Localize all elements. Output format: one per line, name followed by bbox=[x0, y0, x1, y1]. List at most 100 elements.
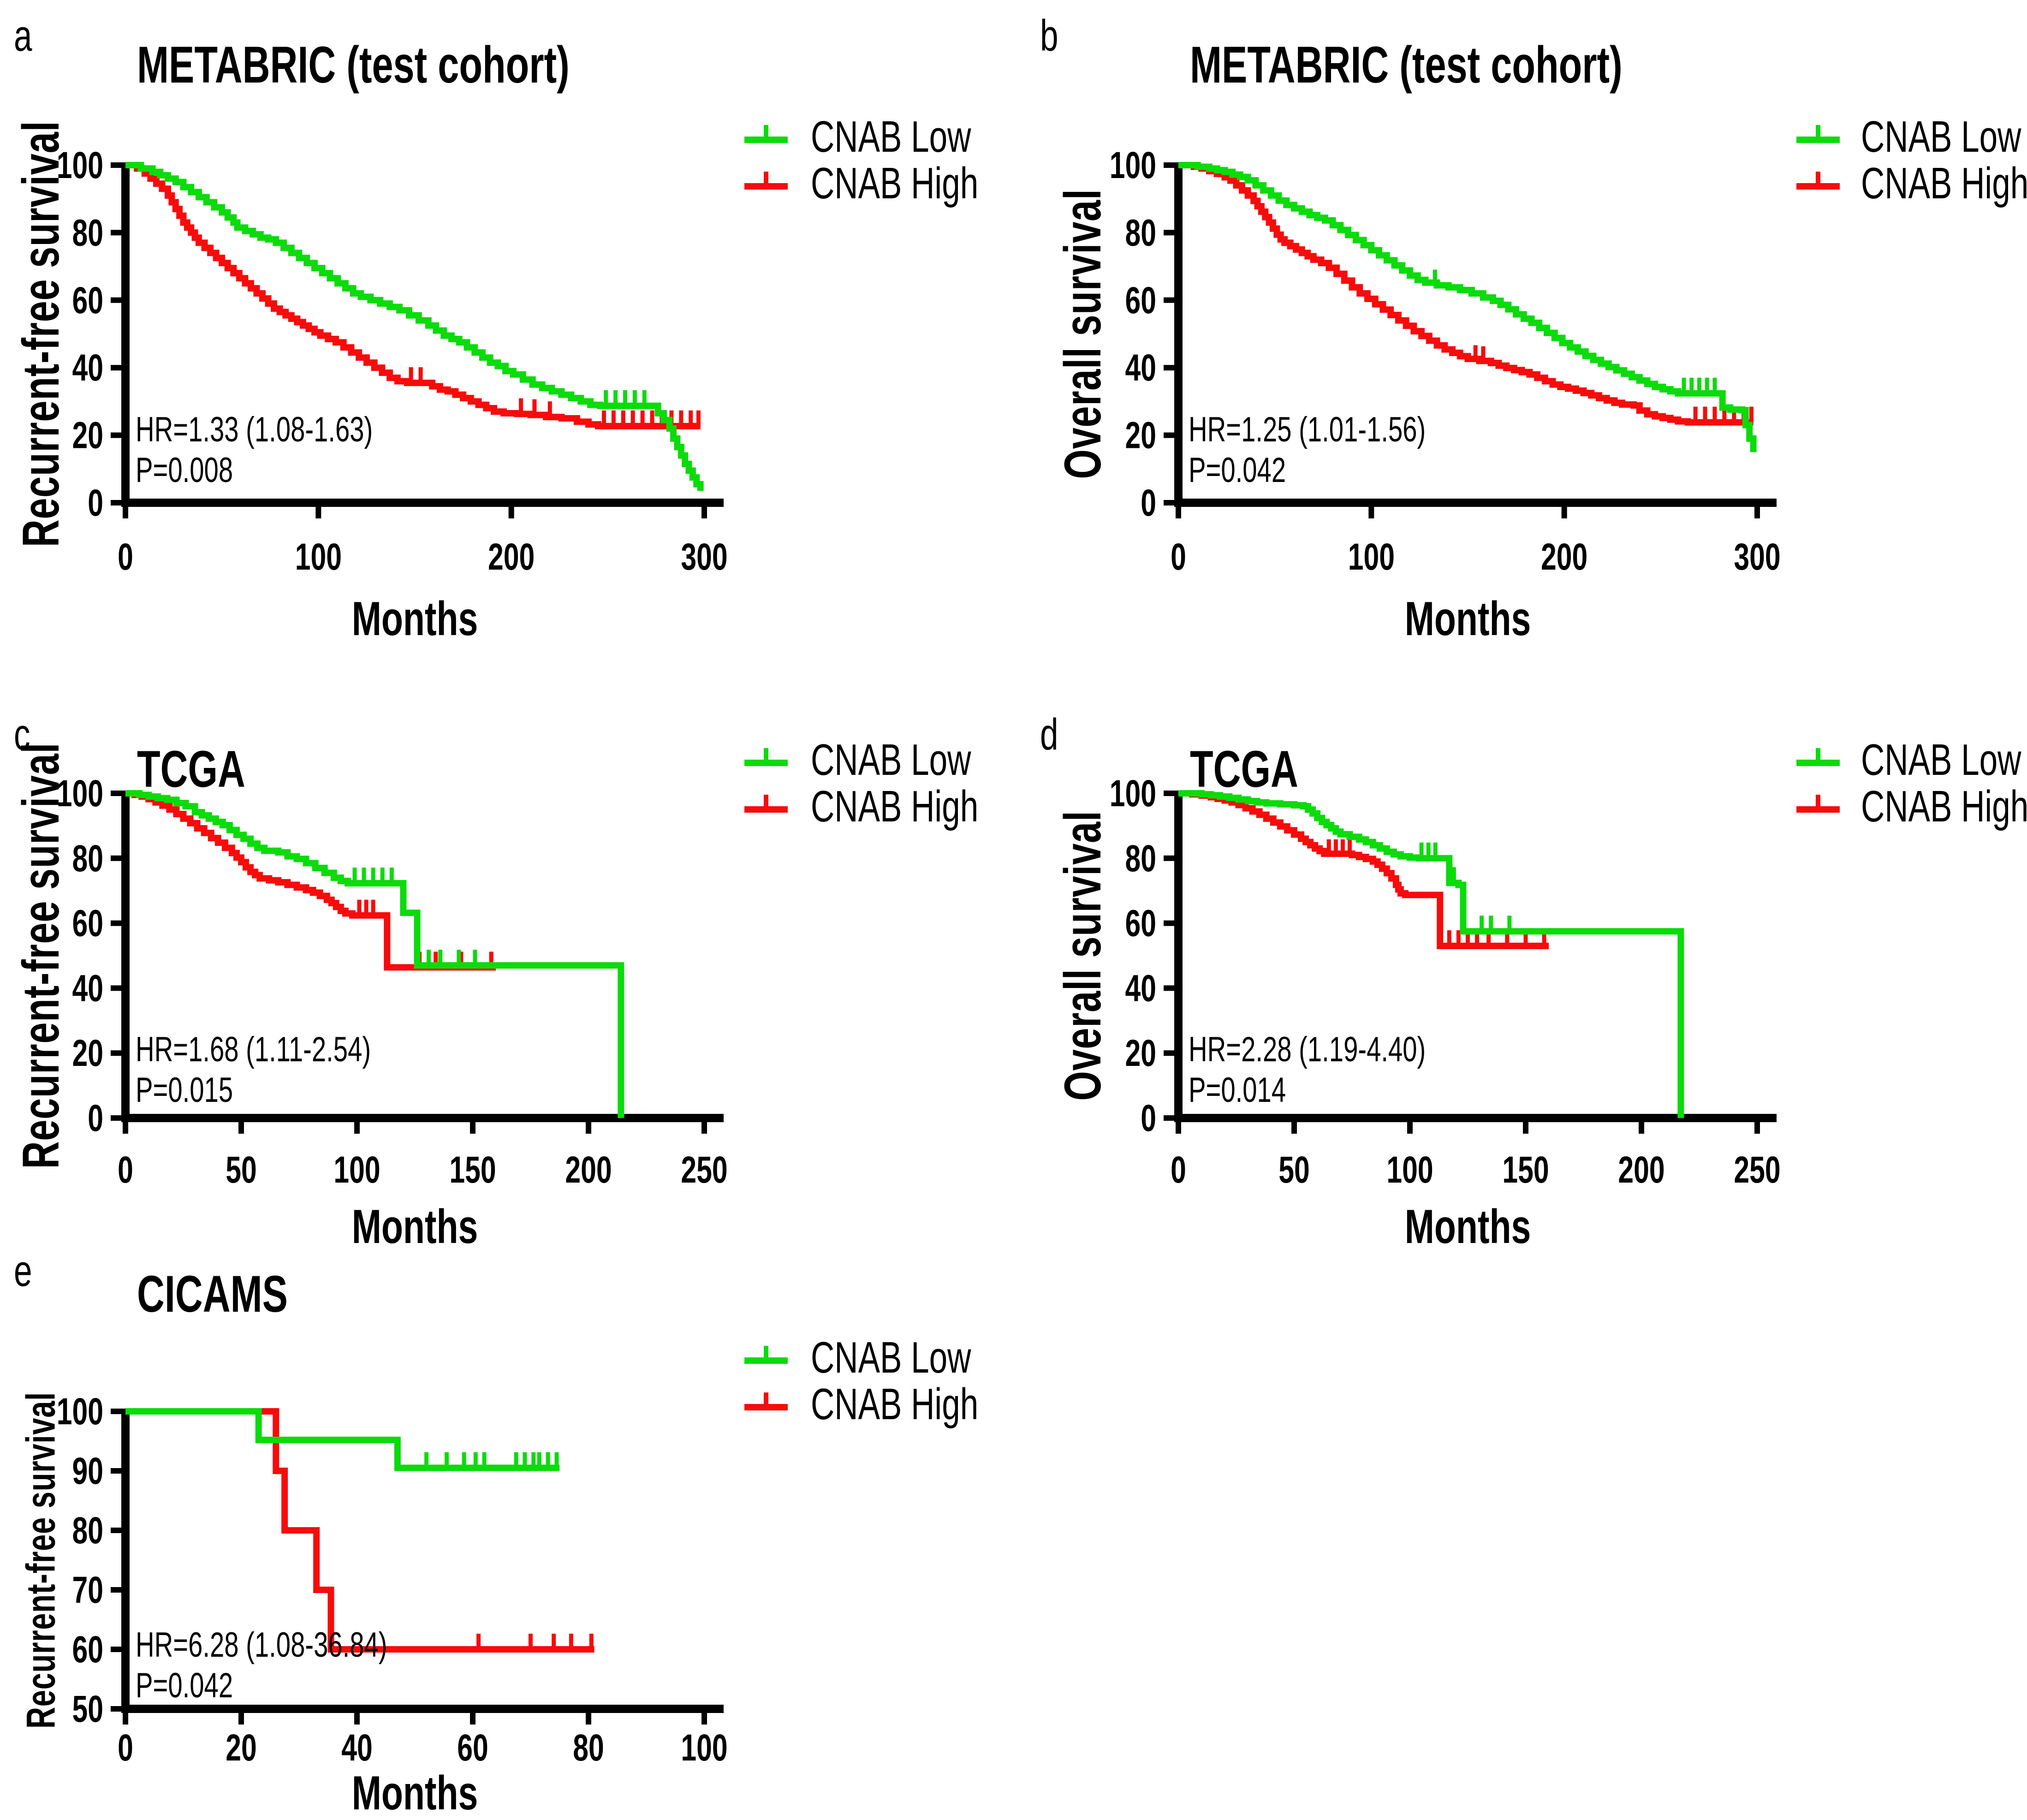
x-tick-label: 100 bbox=[295, 536, 342, 578]
x-tick-label: 40 bbox=[341, 1727, 372, 1769]
x-tick-label: 0 bbox=[1171, 1149, 1186, 1191]
km-plot-b: 0 20 40 60 80 100 0 100 200 300 bbox=[1110, 144, 1781, 578]
y-tick-label: 0 bbox=[88, 482, 103, 524]
x-tick-label: 250 bbox=[681, 1149, 727, 1191]
hr-text-c: HR=1.68 (1.11-2.54) bbox=[136, 1030, 371, 1069]
y-tick-label: 90 bbox=[72, 1450, 103, 1492]
panel-title-a: METABRIC (test cohort) bbox=[137, 36, 570, 94]
hr-text-d: HR=2.28 (1.19-4.40) bbox=[1189, 1030, 1426, 1069]
y-tick-label: 0 bbox=[1141, 482, 1156, 524]
y-axis-title-d: Overall survival bbox=[1053, 810, 1112, 1101]
y-tick-label: 80 bbox=[1125, 212, 1156, 254]
km-curve-cnab-low bbox=[125, 1408, 560, 1471]
x-tick-label: 200 bbox=[1541, 536, 1587, 578]
x-tick-label: 60 bbox=[457, 1727, 488, 1769]
x-tick-label: 300 bbox=[1734, 536, 1780, 578]
y-tick-label: 70 bbox=[72, 1569, 103, 1611]
x-tick-label: 0 bbox=[1171, 536, 1186, 578]
x-tick-label: 80 bbox=[573, 1727, 604, 1769]
panel-label-d: d bbox=[1040, 710, 1058, 759]
y-tick-label: 0 bbox=[88, 1097, 103, 1139]
x-tick-label: 300 bbox=[681, 536, 727, 578]
x-axis-title-a: Months bbox=[351, 592, 478, 646]
y-axis-title-e: Recurrent-free survival bbox=[18, 1392, 63, 1729]
y-tick-label: 40 bbox=[72, 347, 103, 389]
x-tick-label: 0 bbox=[118, 1149, 133, 1191]
y-tick-label: 100 bbox=[57, 1391, 103, 1433]
x-tick-label: 50 bbox=[226, 1149, 256, 1191]
x-tick-label: 200 bbox=[1618, 1149, 1664, 1191]
stats-annotation-b: HR=1.25 (1.01-1.56) P=0.042 bbox=[1189, 410, 1426, 491]
km-curve-cnab-high bbox=[125, 1408, 594, 1653]
x-tick-label: 250 bbox=[1734, 1149, 1780, 1191]
panel-label-e: e bbox=[14, 1246, 32, 1296]
panel-title-e: CICAMS bbox=[137, 1265, 288, 1323]
stats-annotation-e: HR=6.28 (1.08-36.84) P=0.042 bbox=[136, 1625, 387, 1706]
panel-b: 0 20 40 60 80 100 0 100 200 300 b METABRIC (test … bbox=[1012, 0, 2027, 643]
km-plot-e: 50 60 70 80 90 100 0 20 40 60 80 100 bbox=[57, 1391, 728, 1769]
y-tick-label: 40 bbox=[1125, 968, 1156, 1010]
km-plot-a: 0 20 40 60 80 100 0 100 200 300 bbox=[57, 144, 728, 578]
y-axis-title-c: Recurrent-free survival bbox=[12, 742, 70, 1169]
stats-annotation-a: HR=1.33 (1.08-1.63) P=0.008 bbox=[136, 410, 373, 491]
y-tick-label: 60 bbox=[72, 903, 103, 945]
km-curve-cnab-low bbox=[1178, 790, 1684, 1118]
y-tick-label: 40 bbox=[1125, 347, 1156, 389]
y-tick-label: 100 bbox=[1110, 144, 1156, 186]
panel-label-b: b bbox=[1040, 11, 1058, 60]
p-value-b: P=0.042 bbox=[1189, 451, 1286, 490]
panel-c: 0 20 40 60 80 100 0 50 100 150 200 250 c TCGA Recur… bbox=[0, 609, 1012, 1251]
y-tick-label: 80 bbox=[72, 212, 103, 254]
y-tick-label: 20 bbox=[1125, 415, 1156, 457]
x-tick-label: 0 bbox=[118, 536, 133, 578]
x-tick-label: 0 bbox=[118, 1727, 133, 1769]
x-tick-label: 200 bbox=[488, 536, 535, 578]
x-tick-label: 100 bbox=[681, 1727, 727, 1769]
x-tick-label: 200 bbox=[565, 1149, 612, 1191]
km-plot-d: 0 20 40 60 80 100 0 50 100 150 200 250 bbox=[1110, 773, 1781, 1191]
y-tick-label: 80 bbox=[72, 838, 103, 880]
panel-title-c: TCGA bbox=[137, 740, 245, 798]
x-axis-title-b: Months bbox=[1404, 592, 1531, 646]
p-value-c: P=0.015 bbox=[136, 1071, 233, 1110]
x-tick-label: 150 bbox=[449, 1149, 496, 1191]
x-tick-label: 50 bbox=[1278, 1149, 1309, 1191]
km-curve-cnab-low bbox=[125, 162, 704, 491]
y-tick-label: 80 bbox=[1125, 838, 1156, 880]
panel-label-a: a bbox=[14, 11, 32, 60]
y-axis-title-a: Recurrent-free survival bbox=[12, 120, 70, 547]
p-value-d: P=0.014 bbox=[1189, 1071, 1286, 1110]
p-value-e: P=0.042 bbox=[136, 1666, 233, 1705]
x-tick-label: 20 bbox=[226, 1727, 256, 1769]
x-axis-title-c: Months bbox=[351, 1200, 478, 1254]
panel-a: 0 20 40 60 80 100 0 100 200 300 a METABRIC (test … bbox=[0, 0, 1012, 643]
y-tick-label: 60 bbox=[72, 1629, 103, 1671]
y-tick-label: 100 bbox=[57, 773, 103, 815]
y-tick-label: 80 bbox=[72, 1510, 103, 1552]
x-tick-label: 150 bbox=[1502, 1149, 1549, 1191]
km-curve-cnab-low bbox=[1178, 162, 1757, 452]
y-tick-label: 20 bbox=[72, 1032, 103, 1074]
stats-annotation-c: HR=1.68 (1.11-2.54) P=0.015 bbox=[136, 1029, 371, 1111]
panel-title-b: METABRIC (test cohort) bbox=[1190, 36, 1623, 94]
hr-text-b: HR=1.25 (1.01-1.56) bbox=[1189, 410, 1426, 449]
y-tick-label: 100 bbox=[1110, 773, 1156, 815]
stats-annotation-d: HR=2.28 (1.19-4.40) P=0.014 bbox=[1189, 1029, 1426, 1111]
x-tick-label: 100 bbox=[1386, 1149, 1433, 1191]
hr-text-a: HR=1.33 (1.08-1.63) bbox=[136, 410, 373, 449]
y-tick-label: 50 bbox=[72, 1688, 103, 1730]
y-axis-title-b: Overall survival bbox=[1053, 189, 1112, 479]
x-tick-label: 100 bbox=[333, 1149, 380, 1191]
y-tick-label: 60 bbox=[1125, 280, 1156, 321]
y-tick-label: 20 bbox=[72, 415, 103, 457]
km-curve-cnab-high bbox=[1178, 790, 1549, 949]
y-tick-label: 60 bbox=[72, 280, 103, 321]
km-curve-cnab-high bbox=[1178, 162, 1754, 426]
y-tick-label: 40 bbox=[72, 968, 103, 1010]
km-curve-cnab-high bbox=[125, 162, 701, 429]
y-tick-label: 60 bbox=[1125, 903, 1156, 945]
x-axis-title-e: Months bbox=[351, 1766, 478, 1820]
y-tick-label: 20 bbox=[1125, 1032, 1156, 1074]
x-tick-label: 100 bbox=[1348, 536, 1395, 578]
p-value-a: P=0.008 bbox=[136, 451, 233, 490]
